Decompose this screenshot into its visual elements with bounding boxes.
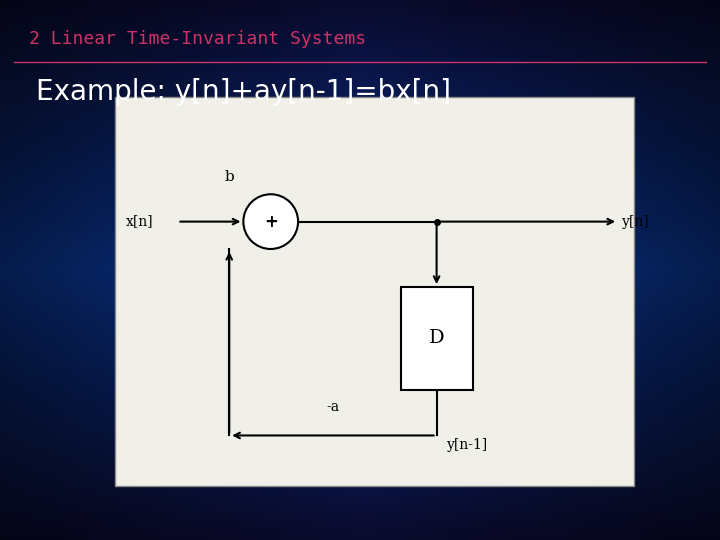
Text: D: D xyxy=(429,329,444,347)
FancyBboxPatch shape xyxy=(115,97,634,486)
Text: -a: -a xyxy=(326,400,340,414)
Text: +: + xyxy=(264,213,278,231)
FancyBboxPatch shape xyxy=(400,287,472,389)
Text: Example: y[n]+ay[n-1]=bx[n]: Example: y[n]+ay[n-1]=bx[n] xyxy=(36,78,451,106)
Text: y[n-1]: y[n-1] xyxy=(447,438,489,452)
Text: y[n]: y[n] xyxy=(621,214,649,228)
Ellipse shape xyxy=(243,194,298,249)
Text: b: b xyxy=(225,170,234,184)
Text: 2 Linear Time-Invariant Systems: 2 Linear Time-Invariant Systems xyxy=(29,30,366,48)
Text: x[n]: x[n] xyxy=(125,214,153,228)
